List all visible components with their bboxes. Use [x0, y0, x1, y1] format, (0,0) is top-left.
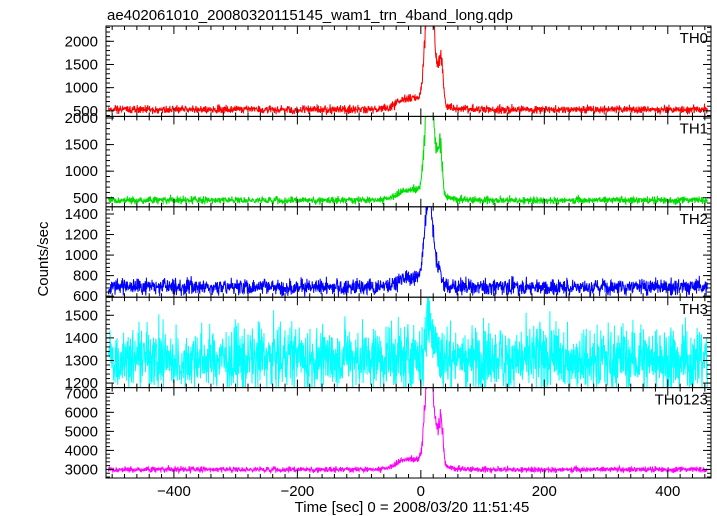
- y-tick-label: 1200: [65, 227, 98, 244]
- y-tick-label: 1000: [65, 80, 98, 97]
- y-tick-label: 5000: [65, 423, 98, 440]
- series-line-th2: [108, 206, 708, 299]
- panel-label-th1: TH1: [680, 120, 708, 137]
- panel-frame: [105, 115, 712, 208]
- panel-frame: [105, 25, 712, 117]
- series-line-th3: [108, 297, 708, 388]
- panel-th3: 1200 1300 1400 1500 TH3: [65, 296, 712, 392]
- y-tick-label: 1400: [65, 206, 98, 223]
- y-tick-label: 6000: [65, 404, 98, 421]
- y-tick-label: 2000: [65, 33, 98, 50]
- x-tick-label: −400: [157, 483, 191, 500]
- x-tick-label: 0: [417, 483, 425, 500]
- x-tick-label: 200: [532, 483, 557, 500]
- y-tick-label: 500: [73, 103, 98, 120]
- panel-frame: [105, 387, 712, 479]
- y-tick-label: 1000: [65, 247, 98, 264]
- x-axis: −400 −200 0 200 400: [157, 483, 680, 500]
- series-line-th1: [108, 115, 708, 206]
- y-tick-label: 1300: [65, 352, 98, 369]
- panel-th2: 600 800 1000 1200 1400 TH2: [65, 206, 712, 305]
- y-tick-label: 7000: [65, 385, 98, 402]
- y-tick-label: 3000: [65, 461, 98, 478]
- series-line-th0123: [108, 387, 708, 475]
- series-line-th0: [108, 25, 708, 116]
- panel-label-th0: TH0: [680, 30, 708, 47]
- y-tick-label: 2000: [65, 110, 98, 127]
- panels-group: 500 1000 1500 2000 TH0 500 1000 1500 2000 TH1 600 8…: [65, 25, 712, 479]
- y-tick-label: 1000: [65, 163, 98, 180]
- chart-title: ae402061010_20080320115145_wam1_trn_4ban…: [107, 7, 513, 24]
- panel-th0123: 3000 4000 5000 6000 7000 TH0123: [65, 385, 712, 479]
- y-tick-label: 1500: [65, 307, 98, 324]
- y-tick-label: 500: [73, 190, 98, 207]
- panel-th0: 500 1000 1500 2000 TH0: [65, 25, 712, 120]
- y-tick-label: 1500: [65, 56, 98, 73]
- x-tick-label: 400: [655, 483, 680, 500]
- y-axis-label: Counts/sec: [35, 221, 52, 297]
- y-tick-label: 1400: [65, 330, 98, 347]
- panel-label-th0123: TH0123: [655, 392, 708, 409]
- panel-th1: 500 1000 1500 2000 TH1: [65, 110, 712, 208]
- y-tick-label: 4000: [65, 442, 98, 459]
- y-tick-label: 1500: [65, 137, 98, 154]
- x-tick-label: −200: [280, 483, 314, 500]
- x-axis-label: Time [sec] 0 = 2008/03/20 11:51:45: [295, 499, 530, 516]
- panel-label-th3: TH3: [680, 301, 708, 318]
- panel-label-th2: TH2: [680, 211, 708, 228]
- y-tick-label: 800: [73, 268, 98, 285]
- y-tick-label: 600: [73, 288, 98, 305]
- y-tick-label: 1200: [65, 375, 98, 392]
